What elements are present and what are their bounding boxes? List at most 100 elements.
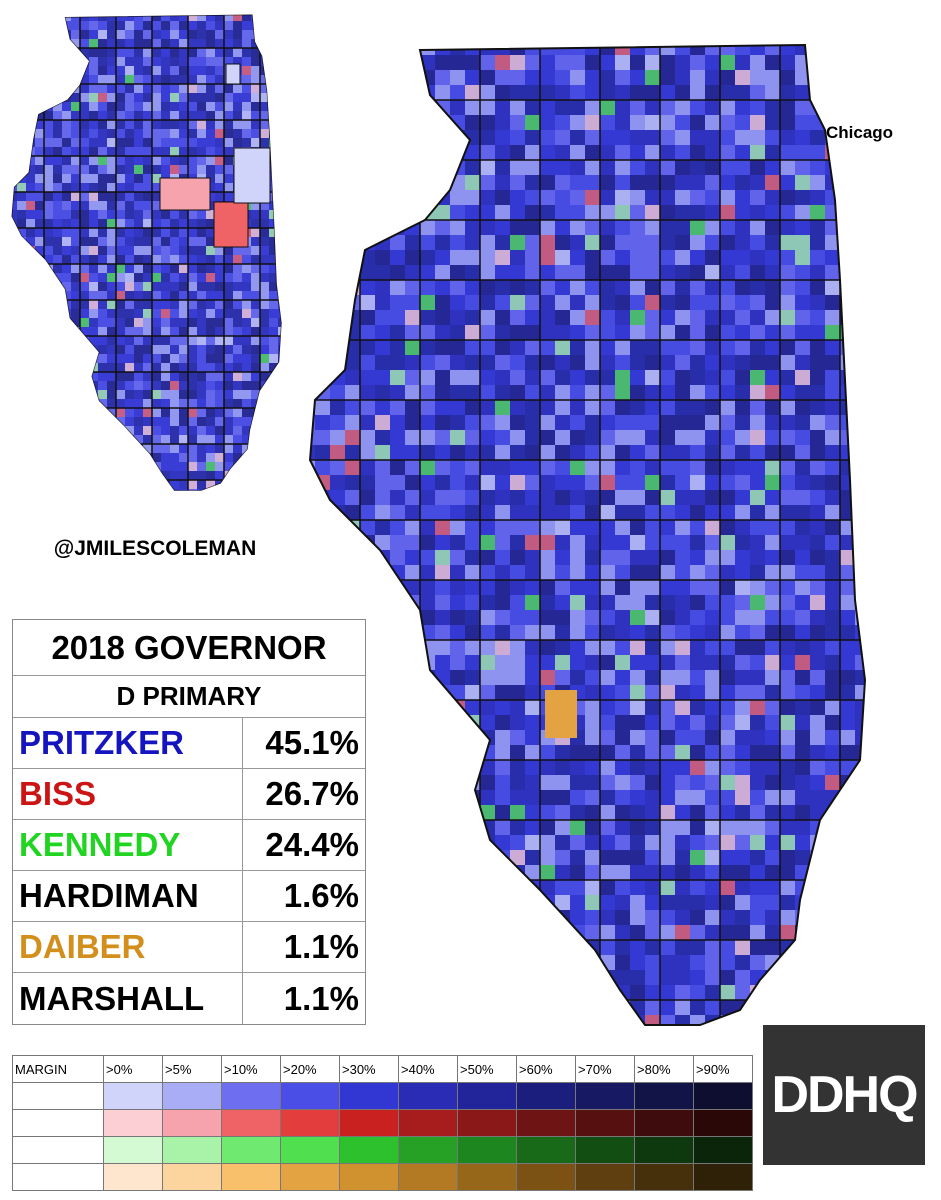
township [615,280,630,295]
township [35,174,44,183]
township [690,595,705,610]
township [735,190,750,205]
township [98,462,107,471]
township [750,190,765,205]
township [179,129,188,138]
township [795,775,810,790]
township [116,309,125,318]
township [310,475,315,490]
township [206,39,215,48]
township [188,471,197,480]
township [89,309,98,318]
township [17,399,26,408]
township [600,775,615,790]
township [450,475,465,490]
township [855,940,865,955]
candidate-row: KENNEDY 24.4% [13,820,365,871]
township [795,805,810,820]
township [310,160,315,175]
township [62,192,71,201]
township [330,355,345,370]
township [435,280,450,295]
township [525,910,540,925]
township [525,1015,540,1025]
township [420,715,435,730]
township [134,147,143,156]
township [251,264,260,273]
township [233,21,242,30]
township [188,111,197,120]
township [405,385,420,400]
township [278,363,282,372]
township [540,325,555,340]
township [170,417,179,426]
township [89,489,98,491]
township [585,715,600,730]
township [390,85,405,100]
township [269,345,278,354]
township [525,460,540,475]
township [660,370,675,385]
township [53,480,62,489]
township [188,165,197,174]
township [825,670,840,685]
township [465,760,480,775]
township [188,408,197,417]
township [525,355,540,370]
township [525,160,540,175]
township [450,115,465,130]
township [825,100,840,115]
township [161,489,170,491]
township [26,453,35,462]
township [134,237,143,246]
township [215,57,224,66]
township [107,246,116,255]
township [62,246,71,255]
township [161,210,170,219]
township [170,390,179,399]
township [224,255,233,264]
township [152,381,161,390]
township [405,895,420,910]
township [53,345,62,354]
township [720,970,735,985]
township [465,70,480,85]
township [53,471,62,480]
township [495,355,510,370]
township [525,490,540,505]
township [795,520,810,535]
township [420,45,435,55]
township [510,190,525,205]
township [170,219,179,228]
township [143,30,152,39]
township [107,408,116,417]
township [825,520,840,535]
township [720,295,735,310]
township [705,340,720,355]
township [855,820,865,835]
township [570,595,585,610]
township [260,318,269,327]
township [495,595,510,610]
township [375,445,390,460]
township [98,102,107,111]
township [510,250,525,265]
township [420,925,435,940]
township [750,265,765,280]
township [630,505,645,520]
township [375,115,390,130]
township [215,129,224,138]
township [540,45,555,55]
township [615,85,630,100]
township [690,445,705,460]
township [570,460,585,475]
township [12,15,17,21]
township [125,15,134,21]
township [315,415,330,430]
township [62,39,71,48]
township [134,354,143,363]
township [465,880,480,895]
township [630,970,645,985]
township [570,100,585,115]
township [570,970,585,985]
